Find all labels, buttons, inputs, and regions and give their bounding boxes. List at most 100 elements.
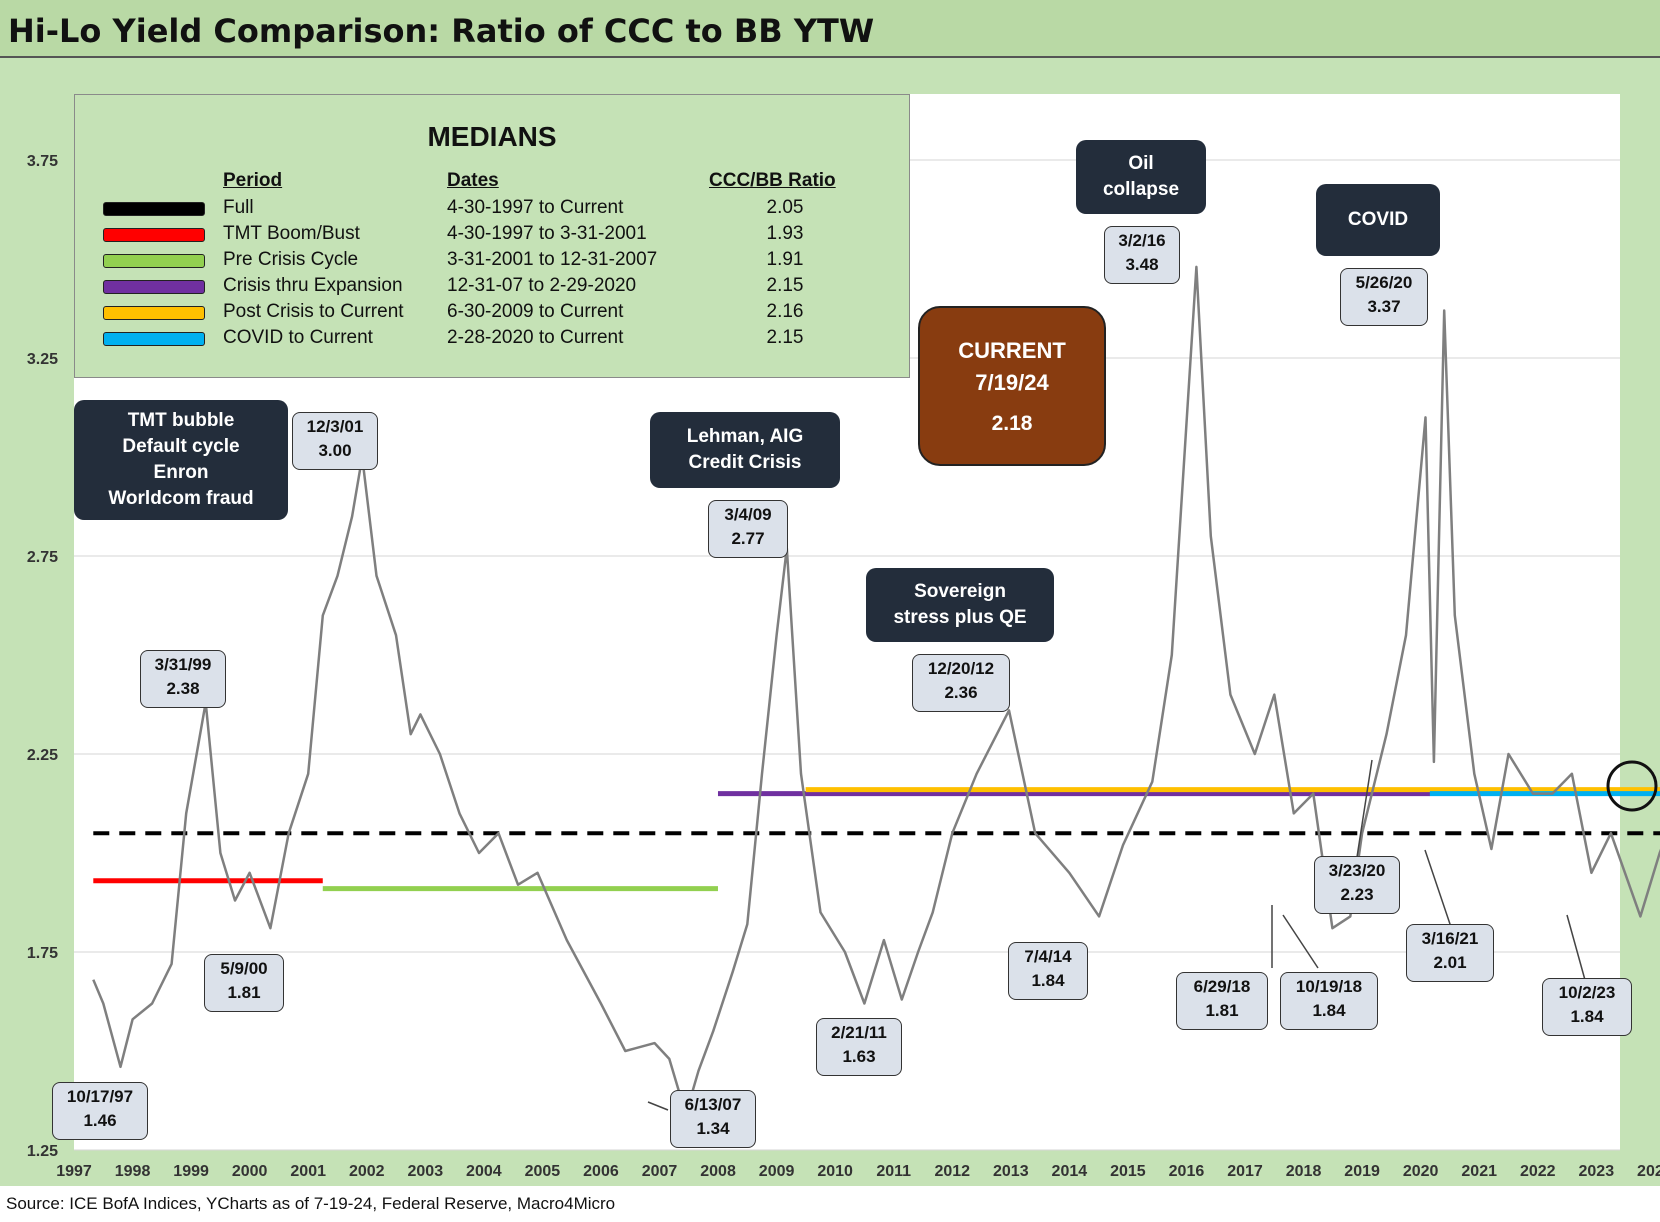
legend-swatch (103, 228, 205, 242)
x-tick-label: 2011 (876, 1163, 911, 1180)
title-bar: Hi-Lo Yield Comparison: Ratio of CCC to … (0, 0, 1660, 58)
annotation-value: 2.77 (731, 529, 765, 548)
annotation-value: 3.00 (318, 441, 352, 460)
x-tick-label: 2018 (1286, 1163, 1322, 1180)
annotation-value: 1.46 (83, 1111, 117, 1130)
legend-period: Full (223, 197, 254, 218)
x-tick-label: 2014 (1052, 1163, 1088, 1180)
leader-10-19-18 (1282, 914, 1319, 969)
annotation-value: 1.81 (1205, 1001, 1239, 1020)
legend-period: Post Crisis to Current (223, 301, 404, 322)
annotation-label: 5/9/00 1.81 (204, 954, 284, 1012)
annotation-date: 5/9/00 (220, 959, 268, 978)
source-note: Source: ICE BofA Indices, YCharts as of … (6, 1194, 616, 1213)
current-date: 7/19/24 (975, 370, 1049, 395)
annotation-date: 3/16/21 (1421, 929, 1479, 948)
y-axis-ticks: 1.25 1.75 2.25 2.75 3.25 3.75 (27, 153, 58, 1160)
callout-tmt-line: TMT bubble (127, 410, 235, 431)
legend-title: MEDIANS (427, 121, 557, 152)
callout-covid: COVID (1316, 184, 1440, 256)
legend-swatch (103, 332, 205, 346)
legend-row: Crisis thru Expansion 12-31-07 to 2-29-20… (75, 275, 909, 301)
annotation-label: 5/26/20 3.37 (1340, 268, 1428, 326)
x-tick-label: 2010 (817, 1163, 853, 1180)
annotation-date: 10/19/18 (1295, 977, 1363, 996)
x-tick-label: 2003 (408, 1163, 444, 1180)
callout-tmt-line: Worldcom fraud (108, 488, 254, 509)
current-value-circle (1606, 760, 1658, 812)
annotation-label: 2/21/11 1.63 (816, 1018, 902, 1076)
annotation-date: 12/20/12 (927, 659, 995, 678)
legend-row: Pre Crisis Cycle 3-31-2001 to 12-31-2007 1… (75, 249, 909, 275)
annotation-value: 2.36 (944, 683, 978, 702)
annotation-value: 1.84 (1570, 1007, 1604, 1026)
annotation-value: 2.38 (166, 679, 200, 698)
legend-ratio: 2.15 (766, 275, 804, 296)
callout-sovereign: Sovereign stress plus QE (866, 568, 1054, 642)
x-tick-label: 2013 (993, 1163, 1029, 1180)
x-tick-label: 2002 (349, 1163, 385, 1180)
callout-oil-line: Oil (1128, 153, 1154, 174)
annotation-date: 5/26/20 (1355, 273, 1413, 292)
legend-dates: 4-30-1997 to 3-31-2001 (447, 223, 647, 244)
y-tick-label: 1.25 (27, 1143, 58, 1160)
annotation-label: 12/20/12 2.36 (912, 654, 1010, 712)
callout-leader-lines (647, 759, 1586, 1111)
legend-row: Full 4-30-1997 to Current 2.05 (75, 197, 909, 223)
annotation-label: 6/13/07 1.34 (670, 1090, 756, 1148)
x-tick-label: 2009 (759, 1163, 795, 1180)
x-tick-label: 2007 (642, 1163, 678, 1180)
current-value: 2.18 (991, 412, 1033, 435)
x-tick-label: 2017 (1227, 1163, 1263, 1180)
legend-period: COVID to Current (223, 327, 373, 348)
legend-ratio: 2.15 (766, 327, 804, 348)
legend-header-period: Period (223, 170, 283, 191)
annotation-date: 6/13/07 (684, 1095, 742, 1114)
legend-dates: 2-28-2020 to Current (447, 327, 624, 348)
annotation-date: 7/4/14 (1024, 947, 1072, 966)
x-tick-label: 2012 (934, 1163, 970, 1180)
annotation-value: 3.37 (1367, 297, 1401, 316)
annotation-label: 3/31/99 2.38 (140, 650, 226, 708)
annotation-value: 2.23 (1340, 885, 1374, 904)
callout-oil-line: collapse (1102, 179, 1180, 200)
current-label: CURRENT (958, 338, 1066, 363)
x-tick-label: 1998 (115, 1163, 151, 1180)
x-tick-label: 1997 (56, 1163, 92, 1180)
legend-row: TMT Boom/Bust 4-30-1997 to 3-31-2001 1.93 (75, 223, 909, 249)
x-tick-label: 2023 (1579, 1163, 1615, 1180)
leader-3-16-21 (1424, 849, 1453, 931)
leader-10-2-23 (1566, 914, 1586, 981)
leader-3-23-20 (1354, 759, 1373, 871)
annotation-value: 1.84 (1031, 971, 1065, 990)
annotation-value: 1.84 (1312, 1001, 1346, 1020)
annotation-label: 3/4/09 2.77 (708, 500, 788, 558)
legend-header-dates: Dates (447, 170, 499, 191)
annotation-value: 3.48 (1125, 255, 1159, 274)
annotation-value: 1.34 (696, 1119, 730, 1138)
legend-ratio: 1.91 (766, 249, 804, 270)
y-tick-label: 3.75 (27, 153, 58, 170)
x-tick-label: 2015 (1110, 1163, 1146, 1180)
callout-oil: Oil collapse (1076, 140, 1206, 214)
annotation-label: 12/3/01 3.00 (292, 412, 378, 470)
leader-6-13-07 (647, 1101, 669, 1111)
annotation-date: 3/2/16 (1118, 231, 1166, 250)
legend-header-ratio: CCC/BB Ratio (709, 170, 836, 191)
annotation-value: 1.81 (227, 983, 261, 1002)
annotation-date: 3/31/99 (154, 655, 212, 674)
callout-sovereign-line: stress plus QE (893, 607, 1027, 628)
x-tick-label: 2020 (1403, 1163, 1439, 1180)
callout-lehman-line: Lehman, AIG (686, 426, 804, 447)
legend-dates: 4-30-1997 to Current (447, 197, 624, 218)
legend-row: COVID to Current 2-28-2020 to Current 2.15 (75, 327, 909, 353)
x-tick-label: 2006 (583, 1163, 619, 1180)
x-tick-label: 2001 (290, 1163, 326, 1180)
annotation-label: 3/23/20 2.23 (1314, 856, 1400, 914)
x-axis-ticks: 1997 1998 1999 2000 2001 2002 2003 2004 2005 2006… (56, 1163, 1660, 1180)
y-tick-label: 1.75 (27, 945, 58, 962)
legend-ratio: 1.93 (766, 223, 804, 244)
callout-sovereign-line: Sovereign (914, 581, 1006, 602)
x-tick-label: 2024 (1637, 1163, 1660, 1180)
legend-period: TMT Boom/Bust (223, 223, 360, 244)
